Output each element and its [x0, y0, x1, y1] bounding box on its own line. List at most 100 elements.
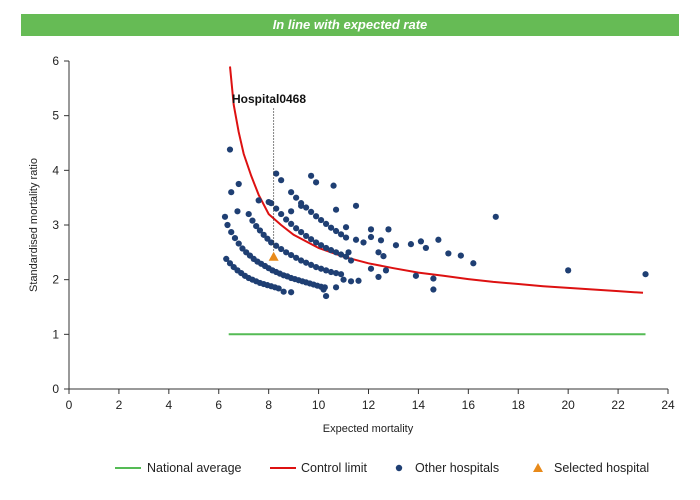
- hospital-point: [268, 239, 275, 246]
- hospital-point: [283, 249, 290, 256]
- y-tick-label: 3: [52, 218, 59, 232]
- y-tick-label: 0: [52, 382, 59, 396]
- hospital-point: [234, 208, 241, 215]
- hospital-point: [367, 233, 375, 241]
- hospital-point: [382, 267, 390, 274]
- hospital-point: [256, 227, 264, 234]
- hospital-point: [430, 286, 437, 293]
- hospital-point: [307, 172, 315, 179]
- hospital-point: [312, 213, 320, 220]
- hospital-point: [221, 213, 229, 220]
- hospital-point: [340, 276, 347, 283]
- hospital-point: [312, 179, 320, 186]
- hospital-point: [342, 224, 350, 231]
- dot-marker-icon: [395, 464, 403, 472]
- hospital-point: [385, 226, 392, 233]
- hospital-point: [239, 245, 246, 252]
- hospital-point: [435, 236, 442, 243]
- legend: National average Control limit Other hos…: [115, 458, 675, 478]
- hospital-point: [337, 231, 345, 238]
- hospital-point: [332, 227, 340, 235]
- hospital-point: [298, 202, 305, 209]
- hospital-point: [307, 208, 315, 215]
- hospital-point: [337, 271, 345, 278]
- hospital-point: [457, 252, 464, 259]
- hospital-point: [332, 270, 340, 277]
- y-tick-label: 2: [52, 273, 59, 287]
- hospital-point: [322, 220, 330, 228]
- hospital-point: [278, 177, 285, 184]
- hospital-point: [273, 205, 280, 212]
- x-tick-label: 16: [462, 398, 476, 412]
- hospital-point: [332, 206, 340, 213]
- x-tick-label: 20: [561, 398, 575, 412]
- hospital-point: [317, 216, 325, 224]
- x-tick-label: 24: [661, 398, 675, 412]
- hospital-point: [345, 249, 352, 256]
- hospital-point: [322, 292, 330, 300]
- hospital-point: [235, 180, 242, 188]
- hospital-point: [307, 236, 315, 243]
- y-tick-label: 6: [52, 54, 59, 68]
- hospital-point: [226, 146, 234, 153]
- hospital-point: [327, 268, 335, 276]
- hospital-point: [278, 210, 285, 218]
- hospital-point: [224, 221, 231, 229]
- legend-line-swatch: [115, 467, 141, 469]
- hospital-point: [249, 217, 256, 224]
- hospital-point: [352, 236, 360, 243]
- x-tick-label: 4: [165, 398, 172, 412]
- status-banner: In line with expected rate: [21, 14, 679, 36]
- hospital-point: [303, 232, 310, 240]
- legend-label: Selected hospital: [554, 461, 650, 475]
- hospital-point: [642, 271, 649, 278]
- hospital-point: [347, 257, 355, 264]
- hospital-point: [293, 194, 300, 201]
- hospital-point: [445, 250, 452, 257]
- hospital-point: [412, 272, 420, 279]
- hospital-point: [273, 170, 280, 177]
- hospital-point: [392, 242, 400, 249]
- hospital-point: [303, 204, 310, 211]
- hospital-point: [367, 226, 375, 233]
- hospital-point: [355, 277, 362, 284]
- hospital-point: [280, 288, 287, 295]
- hospital-point: [422, 244, 430, 252]
- hospital-point: [226, 260, 234, 267]
- hospital-point: [470, 260, 477, 267]
- y-tick-label: 5: [52, 109, 59, 123]
- hospital-point: [322, 267, 330, 274]
- x-tick-label: 10: [312, 398, 326, 412]
- hospital-point: [307, 261, 315, 269]
- hospital-point: [264, 235, 271, 242]
- chart-marks: [221, 66, 649, 336]
- hospital-point: [327, 224, 335, 231]
- legend-label: Control limit: [301, 461, 367, 475]
- annotation-label: Hospital0468: [232, 92, 306, 106]
- hospital-point: [360, 239, 367, 246]
- control-limit-line: [229, 66, 644, 294]
- hospital-point: [407, 241, 415, 248]
- y-tick-label: 1: [52, 327, 59, 341]
- hospital-point: [332, 284, 340, 291]
- hospital-point: [255, 197, 262, 204]
- annotation-layer: Hospital0468: [232, 92, 306, 251]
- hospital-point: [565, 267, 572, 274]
- hospital-point: [298, 257, 305, 264]
- hospital-point: [312, 263, 320, 271]
- hospital-point: [337, 251, 345, 258]
- selected-hospital-marker: [268, 251, 279, 261]
- y-axis-title: Standardised mortality ratio: [28, 158, 40, 292]
- x-tick-label: 2: [116, 398, 123, 412]
- x-tick-label: 12: [362, 398, 376, 412]
- hospital-point: [367, 265, 375, 272]
- hospital-point: [342, 234, 350, 241]
- hospital-point: [231, 235, 239, 242]
- x-tick-label: 22: [611, 398, 625, 412]
- hospital-point: [298, 229, 305, 236]
- hospital-point: [288, 251, 295, 259]
- hospital-point: [245, 210, 252, 218]
- hospital-point: [430, 275, 437, 282]
- hospital-point: [332, 249, 340, 256]
